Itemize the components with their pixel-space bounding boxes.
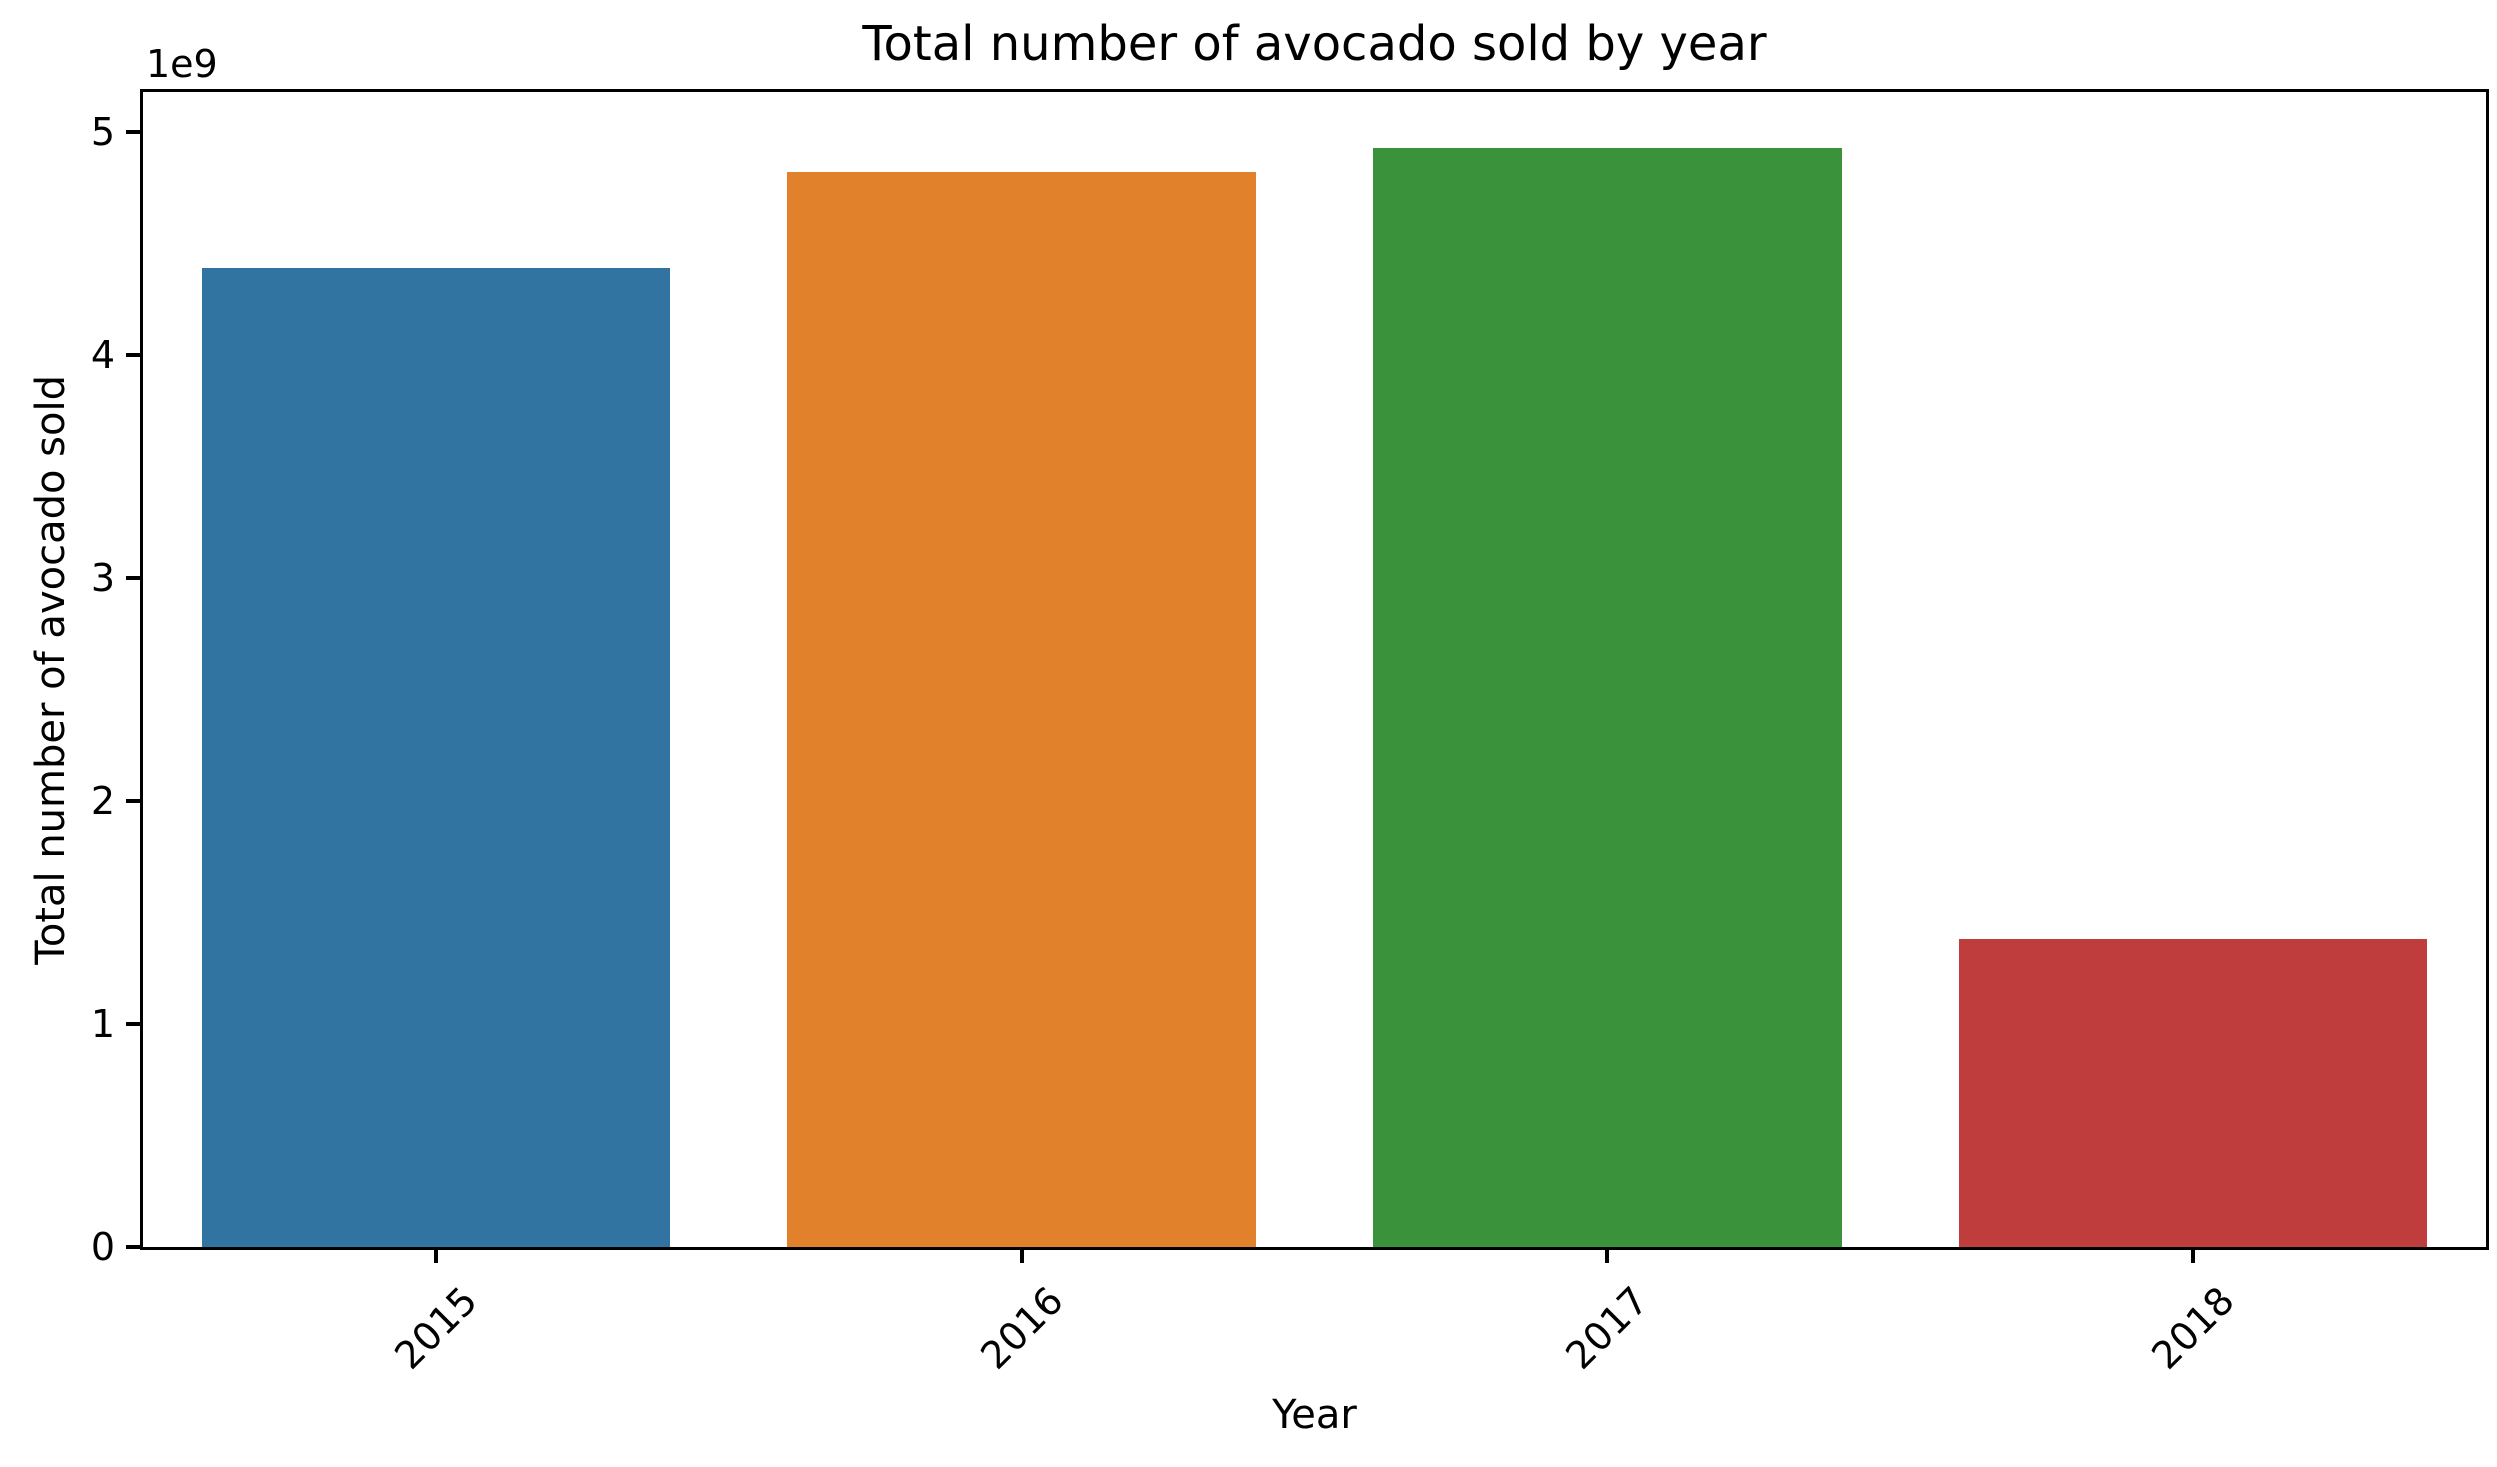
x-tick-mark-2015 bbox=[433, 1247, 438, 1263]
plot-area bbox=[140, 89, 2489, 1250]
y-tick-label-2: 2 bbox=[90, 779, 115, 824]
y-axis-offset-text: 1e9 bbox=[146, 42, 218, 86]
y-tick-label-5: 5 bbox=[90, 110, 115, 155]
bar-2015 bbox=[201, 268, 671, 1247]
y-axis-label: Total number of avocado sold bbox=[16, 92, 86, 1247]
x-axis-label: Year bbox=[1272, 1392, 1357, 1438]
x-tick-label-2018: 2018 bbox=[2143, 1278, 2243, 1378]
y-tick-mark-0 bbox=[126, 1245, 142, 1249]
bar-2016 bbox=[787, 172, 1256, 1247]
y-tick-label-0: 0 bbox=[90, 1225, 115, 1269]
x-tick-mark-2017 bbox=[1605, 1247, 1610, 1263]
y-tick-mark-2 bbox=[126, 799, 142, 804]
x-tick-label-2015: 2015 bbox=[386, 1278, 486, 1378]
x-tick-label-2016: 2016 bbox=[971, 1278, 1072, 1378]
y-tick-label-1: 1 bbox=[90, 1002, 115, 1047]
y-tick-mark-5 bbox=[126, 130, 142, 135]
y-axis-label-text: Total number of avocado sold bbox=[28, 374, 74, 965]
x-tick-mark-2016 bbox=[1019, 1247, 1024, 1263]
chart-title: Total number of avocado sold by year bbox=[862, 16, 1767, 72]
y-tick-mark-1 bbox=[126, 1022, 142, 1027]
y-tick-mark-4 bbox=[126, 353, 142, 358]
bar-2018 bbox=[1958, 939, 2428, 1247]
y-tick-label-3: 3 bbox=[90, 556, 115, 601]
y-tick-label-4: 4 bbox=[90, 333, 115, 378]
x-tick-label-2017: 2017 bbox=[1557, 1278, 1658, 1378]
bar-2017 bbox=[1373, 147, 1842, 1247]
x-tick-mark-2018 bbox=[2191, 1247, 2196, 1263]
y-tick-mark-3 bbox=[126, 576, 142, 581]
